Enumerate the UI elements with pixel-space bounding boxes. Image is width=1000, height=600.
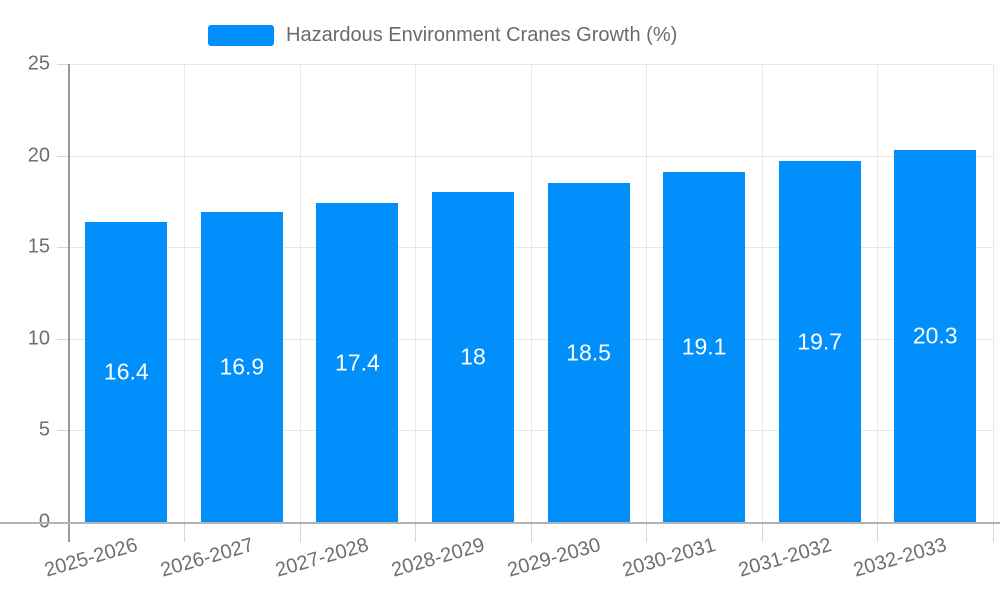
y-axis-tick-label: 15 [27,235,50,258]
y-axis-tick-label: 0 [39,511,50,534]
bar-value-label: 17.4 [335,349,380,376]
x-gridline [530,64,532,522]
legend-swatch-icon [208,25,274,46]
x-tick-mark [184,524,186,542]
bar-value-label: 19.1 [681,333,727,360]
y-tick-mark [56,430,69,432]
x-gridline [184,64,186,522]
y-tick-mark [56,247,69,249]
x-axis-line [0,522,1000,524]
y-tick-mark [56,155,69,157]
bar-value-label: 20.3 [912,322,958,349]
bar-2030-2031[interactable] [663,172,746,522]
x-tick-mark [415,524,417,542]
bar-2032-2033[interactable] [894,150,977,522]
x-tick-mark [530,524,532,542]
y-axis-tick-label: 5 [38,418,50,441]
y-axis-tick-label: 10 [27,327,50,350]
y-tick-mark [56,64,69,65]
x-tick-mark [877,524,879,542]
x-tick-mark [299,524,301,542]
y-axis-line [67,64,70,542]
x-tick-mark [761,524,763,542]
bar-2029-2030[interactable] [547,183,630,522]
x-gridline [761,64,763,522]
bar-2025-2026[interactable] [85,221,168,522]
x-gridline [993,64,994,522]
legend[interactable]: Hazardous Environment Cranes Growth (%) [208,24,677,47]
bar-2031-2032[interactable] [778,161,861,522]
x-tick-mark [646,524,648,542]
bar-2026-2027[interactable] [200,212,283,522]
x-gridline [646,64,648,522]
bar-value-label: 18 [460,343,486,370]
bar-value-label: 16.9 [219,353,265,380]
bar-value-label: 18.5 [566,339,611,366]
x-gridline [877,64,879,522]
y-axis-tick-label: 20 [27,144,50,167]
bar-value-label: 16.4 [103,358,149,385]
bar-2028-2029[interactable] [431,192,514,522]
x-gridline [299,64,301,522]
x-gridline [415,64,417,522]
x-tick-mark [993,524,994,542]
y-tick-mark [56,338,69,340]
legend-label: Hazardous Environment Cranes Growth (%) [286,24,678,46]
bar-value-label: 19.7 [797,328,843,355]
y-axis-tick-label: 25 [27,52,50,75]
bar-2027-2028[interactable] [316,203,399,522]
